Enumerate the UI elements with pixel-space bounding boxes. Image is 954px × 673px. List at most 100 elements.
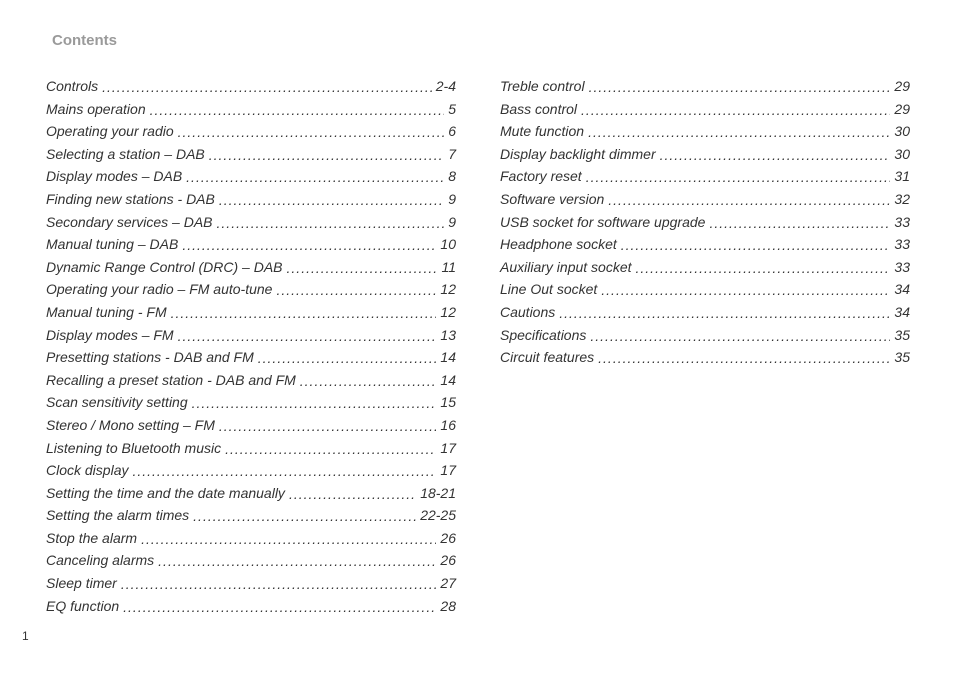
toc-entry-dots (636, 261, 891, 275)
toc-entry-title: Specifications (500, 328, 586, 342)
toc-entry-dots (601, 283, 890, 297)
toc-entry: Setting the time and the date manually 1… (46, 486, 456, 500)
toc-entry-page: 7 (448, 147, 456, 161)
toc-entry-page: 33 (894, 260, 910, 274)
toc-entry: Stereo / Mono setting – FM 16 (46, 418, 456, 432)
toc-entry-page: 17 (440, 441, 456, 455)
toc-entry-dots (171, 306, 437, 320)
toc-entry-title: Manual tuning - FM (46, 305, 167, 319)
toc-entry: Dynamic Range Control (DRC) – DAB 11 (46, 260, 456, 274)
toc-entry: Scan sensitivity setting 15 (46, 395, 456, 409)
toc-entry: Recalling a preset station - DAB and FM … (46, 373, 456, 387)
toc-entry-dots (219, 419, 437, 433)
toc-entry-page: 12 (440, 282, 456, 296)
toc-column-right: Treble control 29 Bass control 29 Mute fun… (500, 79, 910, 621)
toc-entry-dots (158, 554, 436, 568)
toc-entry-page: 28 (440, 599, 456, 613)
toc-entry-title: Secondary services – DAB (46, 215, 213, 229)
toc-entry-page: 30 (894, 124, 910, 138)
toc-entry: Operating your radio 6 (46, 124, 456, 138)
toc-entry-dots (141, 532, 436, 546)
toc-entry-title: Headphone socket (500, 237, 617, 251)
toc-entry-dots (178, 125, 445, 139)
toc-entry-title: Display backlight dimmer (500, 147, 656, 161)
toc-entry-page: 34 (894, 282, 910, 296)
toc-entry: Operating your radio – FM auto-tune 12 (46, 282, 456, 296)
toc-entry-dots (132, 464, 436, 478)
toc-entry-page: 5 (448, 102, 456, 116)
toc-entry: Line Out socket 34 (500, 282, 910, 296)
toc-entry-title: Bass control (500, 102, 577, 116)
toc-entry-page: 29 (894, 79, 910, 93)
toc-entry-dots (258, 351, 437, 365)
toc-entry-page: 30 (894, 147, 910, 161)
toc-entry-page: 2-4 (436, 79, 456, 93)
toc-columns: Controls 2-4 Mains operation 5 Operating y… (46, 79, 908, 621)
toc-entry-dots (589, 80, 891, 94)
toc-entry-title: Treble control (500, 79, 585, 93)
toc-entry-dots (590, 329, 890, 343)
toc-entry: Treble control 29 (500, 79, 910, 93)
toc-entry: Manual tuning - FM 12 (46, 305, 456, 319)
toc-entry: Mains operation 5 (46, 102, 456, 116)
toc-entry-page: 15 (440, 395, 456, 409)
toc-entry-page: 12 (440, 305, 456, 319)
toc-entry-title: Recalling a preset station - DAB and FM (46, 373, 296, 387)
toc-entry-page: 9 (448, 215, 456, 229)
toc-entry-page: 8 (448, 169, 456, 183)
toc-entry-dots (588, 125, 890, 139)
toc-entry-dots (300, 374, 437, 388)
toc-entry: Display modes – FM 13 (46, 328, 456, 342)
toc-entry-title: Display modes – FM (46, 328, 174, 342)
toc-entry-title: Sleep timer (46, 576, 117, 590)
toc-entry-dots (150, 103, 445, 117)
toc-entry: Factory reset 31 (500, 169, 910, 183)
toc-entry: Software version 32 (500, 192, 910, 206)
toc-entry-dots (121, 577, 437, 591)
toc-entry-page: 26 (440, 531, 456, 545)
toc-entry-title: Scan sensitivity setting (46, 395, 188, 409)
toc-entry-title: Factory reset (500, 169, 582, 183)
toc-entry: Secondary services – DAB 9 (46, 215, 456, 229)
toc-entry-dots (709, 216, 890, 230)
toc-entry-dots (289, 487, 416, 501)
toc-entry: USB socket for software upgrade 33 (500, 215, 910, 229)
toc-entry-dots (586, 170, 891, 184)
toc-entry-title: USB socket for software upgrade (500, 215, 705, 229)
toc-entry-title: Mute function (500, 124, 584, 138)
toc-entry-title: EQ function (46, 599, 119, 613)
toc-entry: Listening to Bluetooth music 17 (46, 441, 456, 455)
toc-entry-title: Manual tuning – DAB (46, 237, 178, 251)
toc-entry: Cautions 34 (500, 305, 910, 319)
toc-entry: Mute function 30 (500, 124, 910, 138)
toc-entry-title: Setting the time and the date manually (46, 486, 285, 500)
toc-entry-title: Software version (500, 192, 604, 206)
toc-entry-dots (123, 600, 436, 614)
toc-entry-dots (182, 238, 436, 252)
toc-entry-page: 9 (448, 192, 456, 206)
toc-entry-page: 35 (894, 328, 910, 342)
toc-entry-title: Setting the alarm times (46, 508, 189, 522)
toc-entry: Bass control 29 (500, 102, 910, 116)
toc-entry-page: 10 (440, 237, 456, 251)
toc-entry: Display modes – DAB 8 (46, 169, 456, 183)
toc-entry-title: Presetting stations - DAB and FM (46, 350, 254, 364)
contents-heading: Contents (52, 32, 908, 49)
toc-entry: Manual tuning – DAB 10 (46, 237, 456, 251)
toc-entry-page: 31 (894, 169, 910, 183)
toc-entry: EQ function 28 (46, 599, 456, 613)
toc-entry-page: 26 (440, 553, 456, 567)
toc-column-left: Controls 2-4 Mains operation 5 Operating y… (46, 79, 456, 621)
toc-entry-page: 34 (894, 305, 910, 319)
toc-entry-title: Controls (46, 79, 98, 93)
toc-entry: Circuit features 35 (500, 350, 910, 364)
toc-entry: Canceling alarms 26 (46, 553, 456, 567)
toc-entry-dots (193, 509, 416, 523)
toc-entry: Auxiliary input socket 33 (500, 260, 910, 274)
toc-entry-page: 35 (894, 350, 910, 364)
toc-entry-dots (186, 170, 444, 184)
toc-entry-page: 33 (894, 237, 910, 251)
toc-entry-dots (581, 103, 890, 117)
toc-entry-page: 16 (440, 418, 456, 432)
toc-entry-dots (178, 329, 437, 343)
